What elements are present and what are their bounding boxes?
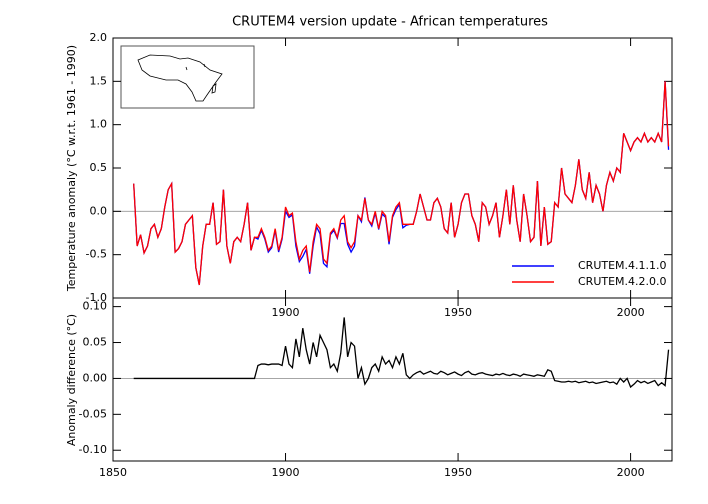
plot-frame (112, 297, 673, 462)
x-tick-label: 1900 (272, 466, 300, 479)
data-line (133, 317, 670, 389)
madagascar-outline (185, 63, 217, 94)
data-line (133, 81, 670, 286)
y-tick-label: 0.00 (83, 371, 108, 384)
legend-label: CRUTEM.4.2.0.0 (578, 275, 667, 288)
y-tick-label: 2.0 (90, 31, 108, 44)
y-tick-label: 0.05 (83, 336, 108, 349)
inset-map (120, 45, 255, 109)
y-tick-label: -0.05 (79, 407, 107, 420)
y-tick-label: 0.10 (83, 300, 108, 313)
y-tick-label: 1.5 (90, 74, 108, 87)
y-axis-label: Anomaly difference (°C) (65, 314, 78, 446)
legend-label: CRUTEM.4.1.1.0 (578, 259, 667, 272)
x-tick-label: 1950 (444, 466, 472, 479)
y-tick-label: -0.5 (86, 248, 107, 261)
y-axis-label: Temperature anomaly (°C w.r.t. 1961 - 19… (65, 45, 78, 292)
x-tick-label: 2000 (617, 466, 645, 479)
y-tick-label: 0.0 (90, 204, 108, 217)
x-tick-label: 2000 (617, 306, 645, 319)
chart-title: CRUTEM4 version update - African tempera… (232, 15, 548, 30)
y-tick-label: -0.10 (79, 443, 107, 456)
x-tick-label: 1950 (444, 306, 472, 319)
africa-outline (137, 54, 223, 102)
y-tick-label: 1.0 (90, 118, 108, 131)
y-tick-label: 0.5 (90, 161, 108, 174)
x-tick-label: 1900 (272, 306, 300, 319)
inset-frame (120, 45, 255, 109)
x-tick-label: 1850 (99, 466, 127, 479)
y-tick-label: -1.0 (86, 291, 107, 304)
